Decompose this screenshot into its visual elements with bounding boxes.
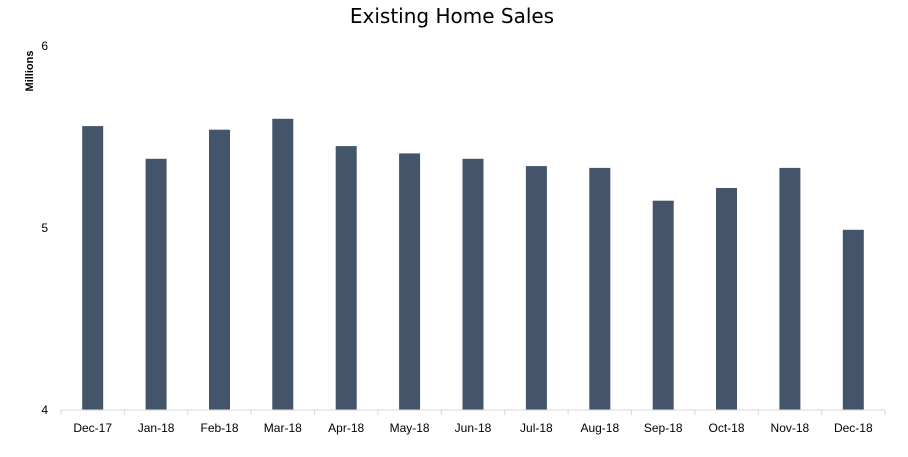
bar xyxy=(842,229,864,410)
y-axis-label: Millions xyxy=(24,51,36,92)
bar xyxy=(209,129,230,410)
bar xyxy=(652,200,674,410)
x-tick-label: Jun-18 xyxy=(455,421,492,435)
x-tick-label: Jul-18 xyxy=(520,421,553,435)
x-axis-tick-labels: Dec-17 Jan-18 Feb-18 Mar-18 Apr-18 May-18 Jun-… xyxy=(73,421,873,435)
x-tick-label: Nov-18 xyxy=(771,421,810,435)
bar xyxy=(82,126,104,410)
y-tick-label: 4 xyxy=(41,403,48,417)
bar xyxy=(462,158,484,410)
x-tick-label: Dec-17 xyxy=(73,421,112,435)
x-tick-label: Aug-18 xyxy=(580,421,619,435)
bar xyxy=(779,167,801,410)
chart-title: Existing Home Sales xyxy=(350,4,554,28)
bar xyxy=(716,188,737,410)
bar xyxy=(145,158,167,410)
y-tick-label: 6 xyxy=(41,39,48,53)
y-axis-ticks: 4 5 6 xyxy=(41,39,48,417)
x-tick-label: Jan-18 xyxy=(138,421,175,435)
x-axis xyxy=(60,409,886,415)
x-tick-label: Dec-18 xyxy=(834,421,873,435)
x-tick-label: Oct-18 xyxy=(708,421,744,435)
bars-group xyxy=(82,118,864,411)
x-tick-label: Apr-18 xyxy=(328,421,364,435)
bar xyxy=(272,118,294,411)
y-tick-label: 5 xyxy=(41,221,48,235)
bar xyxy=(335,146,357,410)
bar xyxy=(525,166,547,410)
x-tick-label: May-18 xyxy=(390,421,430,435)
bar xyxy=(399,153,421,410)
x-tick-label: Mar-18 xyxy=(264,421,302,435)
bar xyxy=(589,167,611,410)
x-tick-label: Feb-18 xyxy=(200,421,238,435)
x-tick-label: Sep-18 xyxy=(644,421,683,435)
